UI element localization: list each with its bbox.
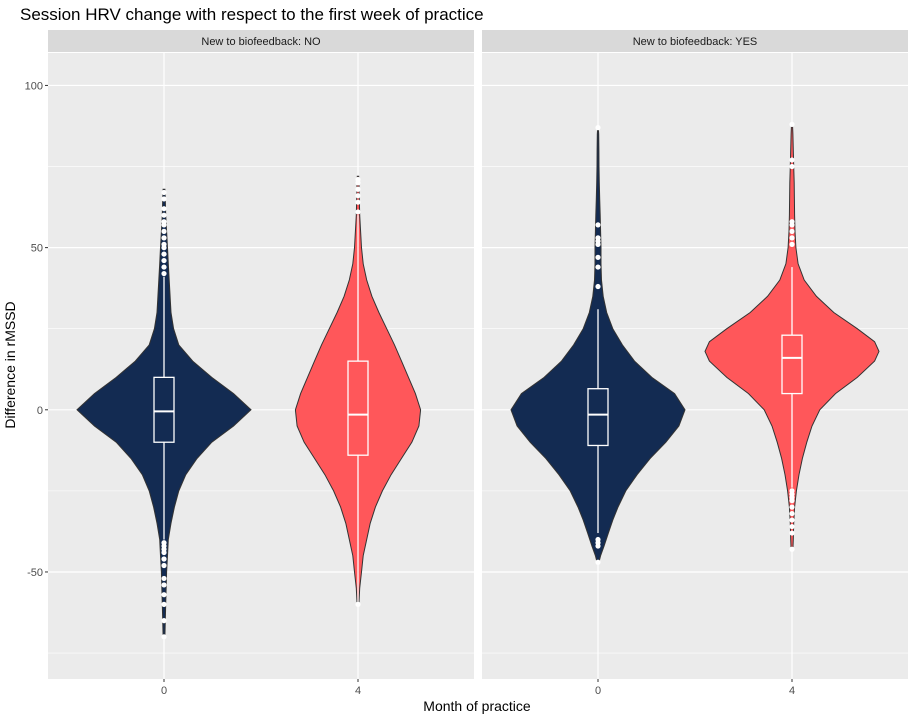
violin-shape xyxy=(76,188,252,638)
outlier-point xyxy=(161,235,167,241)
facet-panels: New to biofeedback: NO New to biofeedback… xyxy=(48,30,908,679)
outlier-point xyxy=(789,530,795,536)
facet-strip-label: New to biofeedback: YES xyxy=(633,36,758,48)
violin-group-0 xyxy=(510,125,686,565)
outlier-point xyxy=(161,206,167,212)
y-axis-title: Difference in rMSSD xyxy=(2,301,18,428)
outlier-point xyxy=(355,199,361,205)
y-tick-label: 100 xyxy=(25,80,43,92)
facet-strip-label: New to biofeedback: NO xyxy=(201,36,321,48)
outlier-point xyxy=(789,546,795,552)
outlier-point xyxy=(161,575,167,582)
outlier-point xyxy=(161,270,167,277)
outlier-point xyxy=(161,592,167,598)
outlier-point xyxy=(789,219,795,225)
outlier-point xyxy=(161,264,167,270)
box-iqr xyxy=(587,388,609,447)
y-axis: -50 0 50 100 xyxy=(25,80,48,579)
outlier-point xyxy=(355,209,361,215)
box-iqr xyxy=(153,376,175,443)
outlier-point xyxy=(595,254,601,260)
outlier-point xyxy=(355,601,361,607)
outlier-point xyxy=(595,536,601,543)
outlier-point xyxy=(789,157,795,163)
outlier-point xyxy=(355,186,361,192)
y-tick-label: -50 xyxy=(27,567,43,579)
outlier-point xyxy=(595,235,601,241)
outlier-point xyxy=(161,562,167,569)
facet-strip xyxy=(48,30,474,52)
outlier-point xyxy=(161,618,167,624)
outlier-point xyxy=(595,264,601,270)
outlier-point xyxy=(789,523,795,530)
outlier-point xyxy=(161,582,167,588)
outlier-point xyxy=(355,193,361,199)
x-tick-label: 0 xyxy=(161,685,167,697)
outlier-point xyxy=(161,251,167,257)
outlier-point xyxy=(355,176,361,183)
outlier-point xyxy=(789,241,795,247)
y-tick-label: 50 xyxy=(31,243,43,255)
x-axis: 0 4 0 4 xyxy=(161,679,795,697)
outlier-point xyxy=(161,556,167,562)
facet-panel: New to biofeedback: NO xyxy=(48,30,474,679)
x-tick-label: 0 xyxy=(595,685,601,697)
x-tick-label: 4 xyxy=(789,685,795,697)
facet-strip xyxy=(482,30,908,52)
outlier-point xyxy=(161,212,167,218)
outlier-point xyxy=(789,488,795,494)
outlier-point xyxy=(161,634,167,640)
y-tick-label: 0 xyxy=(37,405,43,417)
outlier-point xyxy=(595,125,601,131)
outlier-point xyxy=(161,189,167,196)
outlier-point xyxy=(161,257,167,264)
x-axis-title: Month of practice xyxy=(423,698,531,714)
outlier-point xyxy=(161,228,167,234)
outlier-point xyxy=(789,121,795,127)
x-tick-label: 4 xyxy=(355,685,361,697)
outlier-point xyxy=(789,228,795,234)
outlier-point xyxy=(789,510,795,517)
violin-group-0 xyxy=(76,188,252,640)
outlier-point xyxy=(161,219,167,225)
outlier-point xyxy=(161,540,167,546)
outlier-point xyxy=(161,241,167,247)
outlier-point xyxy=(789,235,795,241)
violin-shape xyxy=(294,175,422,605)
chart-title: Session HRV change with respect to the f… xyxy=(20,5,484,24)
outlier-point xyxy=(789,163,795,170)
outlier-point xyxy=(789,517,795,523)
outlier-point xyxy=(161,601,167,607)
panel-background xyxy=(48,53,474,679)
facet-panel: New to biofeedback: YES xyxy=(482,30,908,679)
outlier-point xyxy=(595,283,601,290)
outlier-point xyxy=(595,559,601,565)
violin-group-4 xyxy=(294,175,422,607)
box-iqr xyxy=(347,360,369,456)
violin-group-4 xyxy=(704,121,880,552)
outlier-point xyxy=(595,222,601,228)
box-iqr xyxy=(781,334,803,395)
outlier-point xyxy=(161,196,167,202)
outlier-point xyxy=(789,504,795,510)
